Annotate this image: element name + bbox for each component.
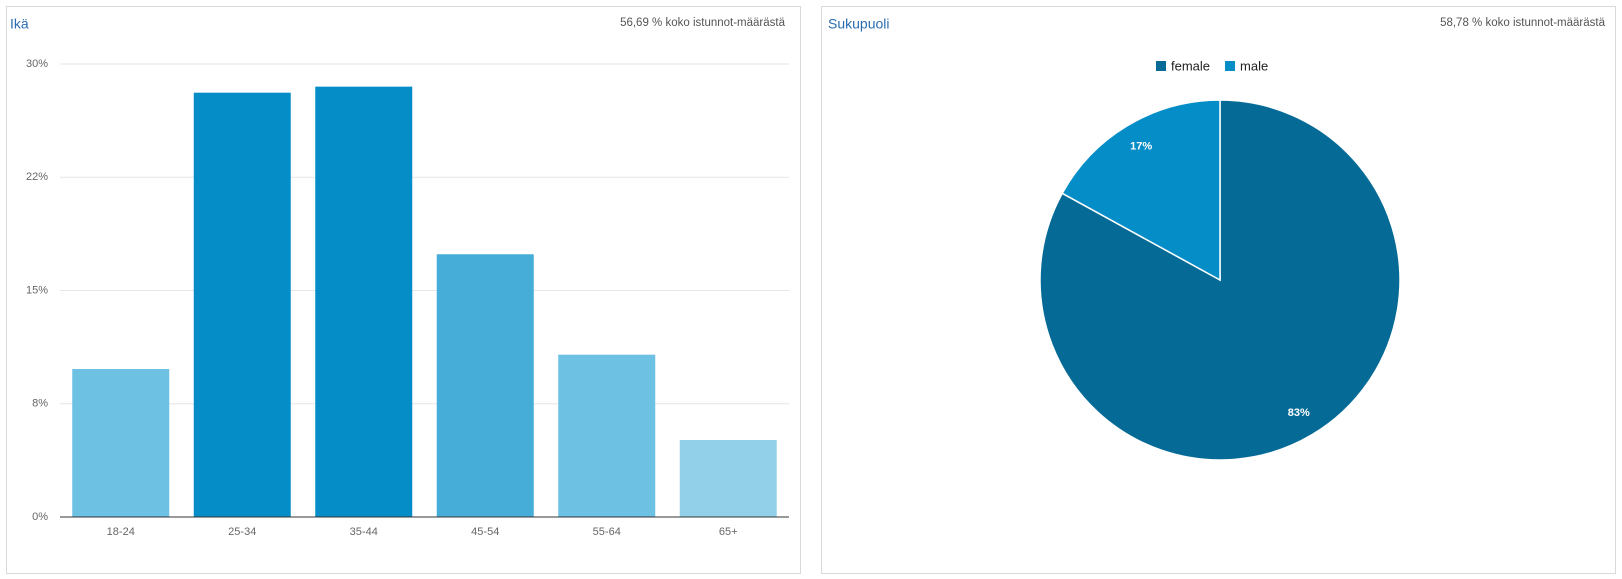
chart-subtitle: 56,69 % koko istunnot-määrästä: [620, 17, 786, 29]
x-tick-label: 45-54: [471, 526, 499, 538]
bar: [679, 439, 777, 517]
y-tick-label: 30%: [26, 58, 48, 70]
pie-slice: [1061, 99, 1221, 282]
bar: [193, 92, 291, 517]
x-tick-label: 18-24: [107, 526, 135, 538]
legend-swatch: [1225, 61, 1236, 71]
y-tick-label: 8%: [32, 398, 48, 410]
bar: [315, 86, 413, 518]
x-tick-label: 25-34: [228, 526, 256, 538]
x-tick-label: 55-64: [593, 526, 621, 538]
bar: [436, 254, 534, 517]
chart-title: Sukupuoli: [828, 16, 890, 32]
y-tick-label: 0%: [32, 511, 48, 523]
legend-label: male: [1240, 58, 1268, 73]
chart-subtitle: 58,78 % koko istunnot-määrästä: [1440, 17, 1606, 29]
x-tick-label: 65+: [719, 526, 738, 538]
chart-title: Ikä: [10, 16, 29, 32]
legend-swatch: [1156, 61, 1166, 71]
y-tick-label: 15%: [26, 284, 48, 296]
data-label: 17%: [1130, 141, 1152, 153]
pie-slice: [1039, 99, 1401, 461]
x-tick-label: 35-44: [350, 526, 378, 538]
legend-label: female: [1171, 58, 1210, 73]
data-label: 83%: [1288, 407, 1310, 419]
bar: [558, 354, 656, 517]
y-tick-label: 22%: [26, 171, 48, 183]
bar: [72, 369, 170, 517]
